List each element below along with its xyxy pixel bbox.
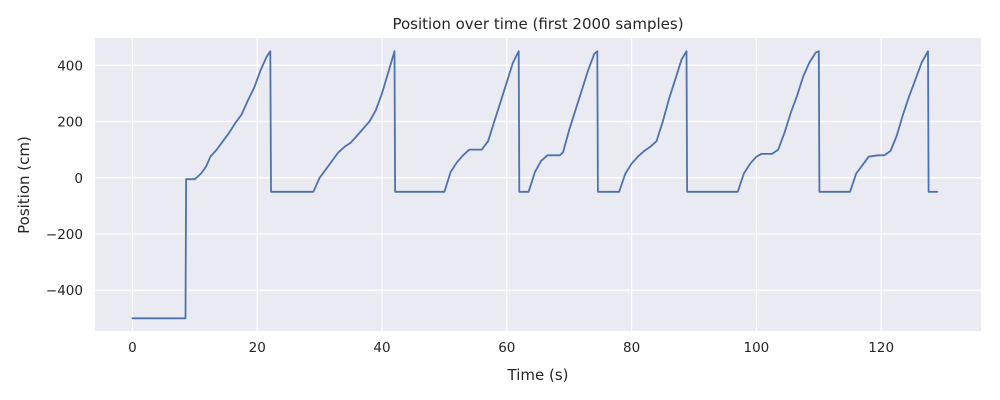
chart-title: Position over time (first 2000 samples) <box>392 15 683 33</box>
x-tick-label: 60 <box>498 340 515 356</box>
y-tick-label: −200 <box>46 227 83 243</box>
position-series-line <box>131 50 939 320</box>
x-tick-label: 20 <box>249 340 266 356</box>
y-tick-label: −400 <box>46 283 83 299</box>
grid-lines <box>95 38 981 331</box>
y-tick-label: 0 <box>74 171 83 187</box>
x-tick-label: 100 <box>743 340 769 356</box>
x-tick-label: 120 <box>868 340 894 356</box>
x-axis-label: Time (s) <box>507 366 569 384</box>
x-tick-label: 40 <box>373 340 390 356</box>
series-layer <box>131 50 939 320</box>
tick-labels: 0 20 40 60 80 100 120 −400 −200 0 200 400 <box>46 58 894 356</box>
x-tick-label: 0 <box>128 340 137 356</box>
y-axis-label: Position (cm) <box>15 136 33 234</box>
x-tick-label: 80 <box>623 340 640 356</box>
plot-background <box>95 38 981 331</box>
y-tick-label: 400 <box>57 58 83 74</box>
y-tick-label: 200 <box>57 115 83 131</box>
